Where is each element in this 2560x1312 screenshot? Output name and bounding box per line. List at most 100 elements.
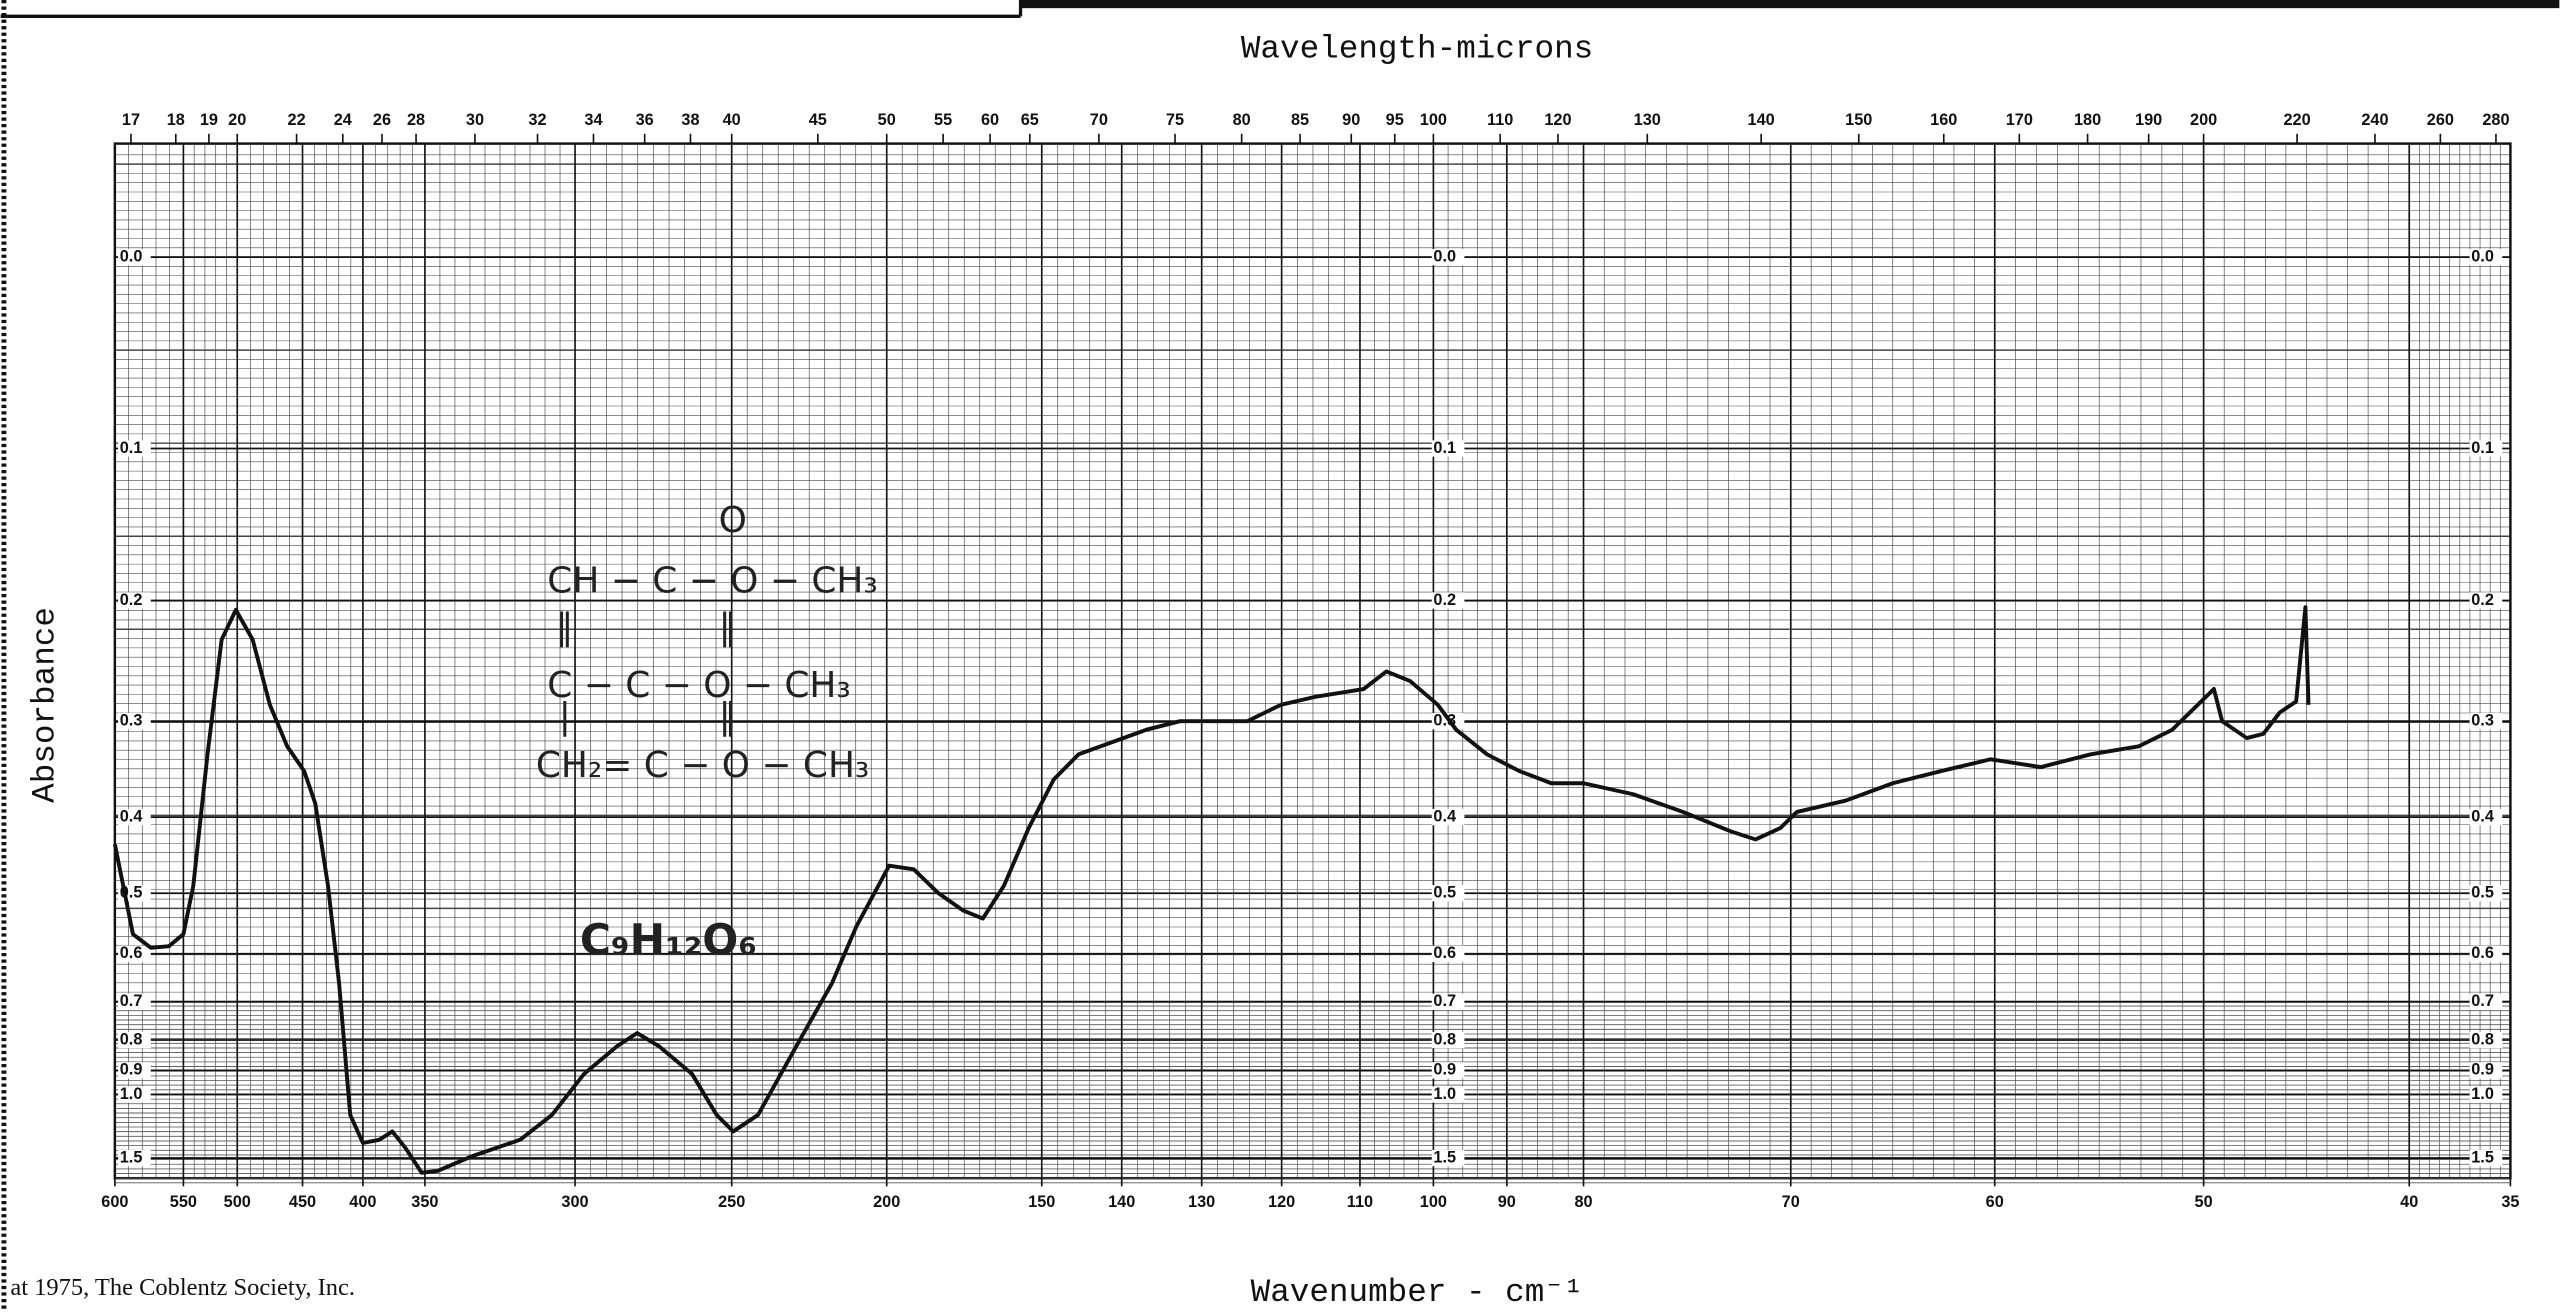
top-axis-title: Wavelength-microns <box>1241 31 1593 68</box>
annotation: ‖ <box>719 606 737 647</box>
y-tick-label: 1.0 <box>120 1085 143 1103</box>
tick-label-bg <box>118 592 151 609</box>
x2-tick-label: 65 <box>1021 111 1039 129</box>
tick-label-bg <box>118 945 151 962</box>
x2-tick-label: 240 <box>2361 111 2388 129</box>
y-tick-label: 1.5 <box>2471 1148 2494 1166</box>
tick-label-bg <box>1431 1062 1465 1079</box>
x2-tick-label: 24 <box>334 111 352 129</box>
tick-label-bg <box>1431 248 1465 266</box>
annotation: | <box>559 696 571 737</box>
tick-label-bg <box>1431 1031 1465 1049</box>
x2-tick-label: 34 <box>584 111 602 129</box>
x2-tick-label: 90 <box>1342 111 1360 129</box>
x2-tick-label: 180 <box>2074 111 2101 129</box>
x2-tick-label: 260 <box>2427 111 2454 129</box>
tick-label-bg <box>2469 1062 2503 1079</box>
y-tick-label: 0.4 <box>2471 807 2494 825</box>
x2-tick-label: 200 <box>2190 111 2217 129</box>
x2-tick-label: 40 <box>723 111 741 129</box>
y-tick-label: 0.8 <box>2471 1030 2494 1048</box>
annotation: O <box>719 500 747 541</box>
y-tick-label: 0.6 <box>2471 944 2494 962</box>
x2-tick-label: 130 <box>1634 111 1661 129</box>
annotation: CH₂= C − O − CH₃ <box>536 745 869 786</box>
x-tick-label: 60 <box>1986 1193 2004 1211</box>
y-tick-label: 0.8 <box>1433 1030 1456 1048</box>
tick-label-bg <box>2469 993 2503 1011</box>
y-tick-label: 1.0 <box>2471 1085 2494 1103</box>
x2-tick-label: 32 <box>528 111 546 129</box>
scan-edge <box>1020 0 2560 9</box>
x2-tick-label: 70 <box>1090 111 1108 129</box>
y-tick-label: 1.5 <box>120 1148 143 1166</box>
x-tick-label: 50 <box>2195 1193 2213 1211</box>
x2-tick-label: 50 <box>878 111 896 129</box>
tick-label-bg <box>2469 808 2503 826</box>
annotation: ‖ <box>555 606 573 647</box>
x2-tick-label: 100 <box>1420 111 1447 129</box>
x2-tick-label: 38 <box>681 111 699 129</box>
y-tick-label: 0.0 <box>120 247 143 265</box>
annotation: CH − C − O − CH₃ <box>547 561 877 602</box>
y-tick-label: 0.6 <box>120 944 143 962</box>
y-tick-label: 0.9 <box>2471 1061 2494 1079</box>
x2-tick-label: 26 <box>373 111 391 129</box>
y-tick-label: 0.3 <box>2471 712 2494 730</box>
y-tick-label: 0.8 <box>120 1030 143 1048</box>
x2-tick-label: 36 <box>636 111 654 129</box>
x-tick-label: 110 <box>1347 1193 1373 1211</box>
y-axis-title: Absorbance <box>26 607 63 803</box>
x2-tick-label: 75 <box>1166 111 1184 129</box>
bottom-axis-title: Wavenumber - cm⁻¹ <box>1251 1274 1584 1311</box>
y-tick-label: 0.2 <box>120 591 143 609</box>
tick-label-bg <box>2469 440 2503 457</box>
x2-tick-label: 95 <box>1386 111 1404 129</box>
tick-label-bg <box>118 1062 151 1079</box>
y-tick-label: 0.5 <box>120 884 143 902</box>
x2-tick-label: 20 <box>228 111 246 129</box>
x2-tick-label: 220 <box>2283 111 2310 129</box>
y-tick-label: 0.1 <box>1433 439 1456 457</box>
x-tick-label: 40 <box>2400 1193 2418 1211</box>
y-tick-label: 0.7 <box>2471 992 2494 1010</box>
tick-label-bg <box>1431 885 1465 902</box>
tick-label-bg <box>1431 945 1465 962</box>
tick-label-bg <box>118 713 151 730</box>
x2-tick-label: 85 <box>1291 111 1309 129</box>
y-tick-label: 0.5 <box>1433 884 1456 902</box>
y-tick-label: 0.5 <box>2471 884 2494 902</box>
x-tick-label: 350 <box>411 1193 438 1211</box>
tick-label-bg <box>1431 1149 1465 1167</box>
x-tick-label: 70 <box>1782 1193 1800 1211</box>
tick-label-bg <box>118 440 151 457</box>
tick-label-bg <box>1431 592 1465 609</box>
spectrum-line <box>112 605 2311 1175</box>
x2-tick-label: 280 <box>2482 111 2509 129</box>
tick-label-bg <box>1431 1086 1465 1103</box>
tick-label-bg <box>2469 1149 2503 1167</box>
tick-label-bg <box>118 248 151 266</box>
tick-label-bg <box>118 993 151 1011</box>
x-tick-label: 140 <box>1108 1193 1135 1211</box>
x2-tick-label: 80 <box>1233 111 1251 129</box>
x-tick-label: 90 <box>1498 1193 1516 1211</box>
y-tick-label: 0.2 <box>1433 591 1456 609</box>
x-tick-label: 100 <box>1420 1193 1447 1211</box>
x2-tick-label: 30 <box>466 111 484 129</box>
x2-tick-label: 28 <box>407 111 425 129</box>
y-tick-label: 0.1 <box>2471 439 2494 457</box>
x2-tick-label: 160 <box>1930 111 1957 129</box>
grid <box>113 133 2512 1187</box>
x2-tick-label: 45 <box>809 111 827 129</box>
x-tick-label: 120 <box>1268 1193 1295 1211</box>
x-tick-label: 150 <box>1028 1193 1055 1211</box>
x-tick-label: 550 <box>170 1193 197 1211</box>
x-tick-label: 450 <box>289 1193 316 1211</box>
tick-label-bg <box>2469 885 2503 902</box>
y-tick-label: 0.2 <box>2471 591 2494 609</box>
tick-label-bg <box>2469 592 2503 609</box>
y-tick-label: 0.0 <box>1433 247 1456 265</box>
